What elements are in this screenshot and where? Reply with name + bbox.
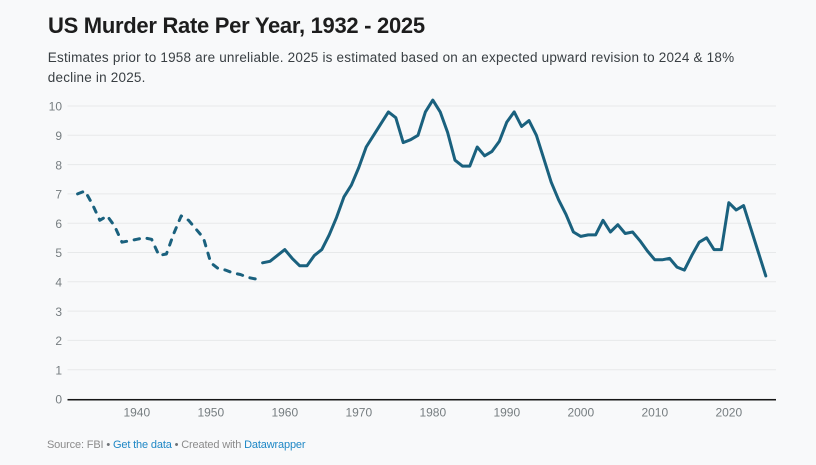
svg-text:1950: 1950 <box>197 406 224 420</box>
svg-text:9: 9 <box>55 129 62 143</box>
svg-text:2: 2 <box>55 334 62 348</box>
svg-text:1970: 1970 <box>345 406 372 420</box>
svg-text:1: 1 <box>55 363 62 377</box>
svg-text:2000: 2000 <box>567 406 594 420</box>
svg-text:0: 0 <box>55 393 62 407</box>
svg-text:4: 4 <box>55 276 62 290</box>
svg-text:1960: 1960 <box>271 406 298 420</box>
svg-text:7: 7 <box>55 188 62 202</box>
svg-text:2020: 2020 <box>715 406 742 420</box>
svg-text:2010: 2010 <box>641 406 668 420</box>
svg-text:1980: 1980 <box>419 406 446 420</box>
svg-text:1940: 1940 <box>123 406 150 420</box>
svg-text:3: 3 <box>55 305 62 319</box>
svg-text:6: 6 <box>55 217 62 231</box>
svg-text:8: 8 <box>55 158 62 172</box>
svg-text:5: 5 <box>55 246 62 260</box>
svg-text:1990: 1990 <box>493 406 520 420</box>
svg-text:10: 10 <box>49 100 63 114</box>
